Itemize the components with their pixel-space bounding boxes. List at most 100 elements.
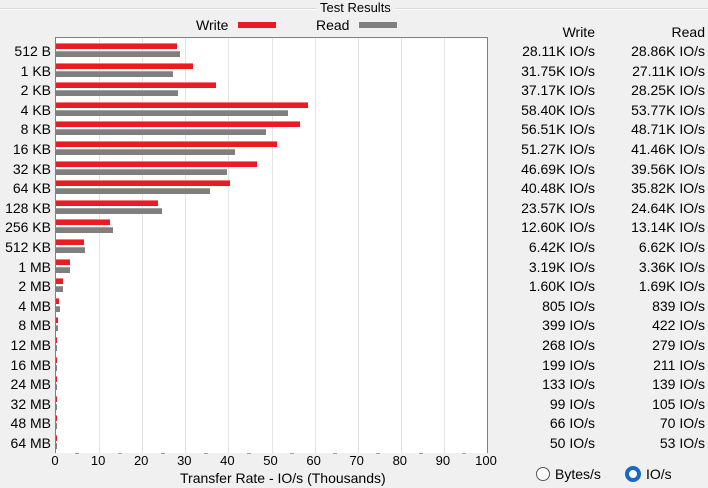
y-axis-label: 24 MB <box>10 376 51 393</box>
grid-line <box>271 38 273 453</box>
write-bar <box>56 43 178 49</box>
read-bar <box>56 384 57 391</box>
write-value: 40.48K IO/s <box>521 180 595 197</box>
y-axis-label: 8 KB <box>20 121 51 138</box>
read-value: 1.69K IO/s <box>638 278 705 295</box>
write-bar <box>56 121 300 128</box>
write-bar <box>56 258 70 265</box>
grid-line <box>185 38 187 453</box>
read-bar <box>56 51 181 57</box>
legend-read: Read <box>316 16 398 34</box>
write-bar <box>56 62 193 69</box>
io-per-sec-label: IO/s <box>646 466 672 482</box>
read-bar <box>56 345 58 351</box>
grid-line <box>400 38 402 453</box>
x-tick-label: 0 <box>51 453 59 468</box>
read-bar <box>56 364 57 371</box>
write-value: 805 IO/s <box>542 297 595 314</box>
y-axis-label: 1 MB <box>18 258 51 275</box>
read-bar <box>56 325 58 332</box>
bytes-per-sec-label: Bytes/s <box>555 466 601 482</box>
read-bar <box>56 70 173 77</box>
write-bar <box>56 239 84 245</box>
y-axis-label: 2 KB <box>20 82 51 99</box>
write-value: 268 IO/s <box>542 337 595 353</box>
legend-write-swatch <box>238 22 277 28</box>
write-value: 12.60K IO/s <box>521 219 595 236</box>
write-value: 46.69K IO/s <box>521 160 595 177</box>
read-bar <box>56 188 211 195</box>
minor-tick <box>117 453 122 454</box>
write-value: 56.51K IO/s <box>521 121 595 138</box>
legend-read-swatch <box>359 22 398 28</box>
write-bar <box>56 317 58 324</box>
write-value: 51.27K IO/s <box>521 141 595 157</box>
bar-chart-plot-area <box>55 37 488 453</box>
y-axis-label: 8 MB <box>18 317 51 334</box>
chart-title: Test Results <box>316 0 395 16</box>
write-bar <box>56 219 111 226</box>
x-tick-label: 90 <box>435 453 451 468</box>
read-value: 39.56K IO/s <box>631 160 705 177</box>
y-axis-label: 1 KB <box>20 62 51 79</box>
read-value: 422 IO/s <box>652 317 705 334</box>
minor-tick <box>376 453 381 454</box>
x-tick-label: 70 <box>349 453 364 468</box>
read-bar <box>56 286 64 293</box>
io-per-sec-radio[interactable]: IO/s <box>625 466 672 482</box>
read-value: 13.14K IO/s <box>631 219 705 236</box>
write-value: 399 IO/s <box>542 317 595 334</box>
y-axis-label: 32 MB <box>10 395 51 412</box>
bytes-per-sec-radio[interactable]: Bytes/s <box>536 466 601 482</box>
y-axis-label: 4 MB <box>18 297 51 314</box>
legend-write-label: Write <box>196 17 229 33</box>
write-bar <box>56 160 258 167</box>
radio-unchecked-icon <box>536 467 550 481</box>
x-tick-label: 10 <box>90 453 106 468</box>
write-bar <box>56 297 60 304</box>
minor-tick <box>333 453 338 454</box>
read-bar <box>56 90 178 97</box>
write-value: 28.11K IO/s <box>522 43 595 59</box>
grid-line <box>314 38 316 453</box>
minor-tick <box>160 453 165 454</box>
read-column-header: Read <box>671 24 705 40</box>
read-bar <box>56 149 235 155</box>
y-axis-label: 4 KB <box>20 101 51 118</box>
radio-checked-icon <box>625 466 641 482</box>
grid-line <box>357 38 359 453</box>
x-tick-label: 20 <box>133 453 149 468</box>
y-axis-label: 512 B <box>14 43 51 59</box>
write-value: 99 IO/s <box>549 395 595 412</box>
minor-tick <box>462 453 467 454</box>
write-value: 133 IO/s <box>542 376 595 393</box>
grid-line <box>443 38 445 453</box>
x-tick-label: 60 <box>306 453 321 468</box>
read-value: 53.77K IO/s <box>631 101 705 118</box>
y-axis-label: 64 KB <box>12 180 51 197</box>
read-value: 35.82K IO/s <box>631 180 705 197</box>
read-bar <box>56 305 60 312</box>
write-value: 50 IO/s <box>549 435 595 451</box>
read-value: 6.62K IO/s <box>638 239 705 255</box>
read-bar <box>56 129 266 136</box>
read-value: 48.71K IO/s <box>631 121 705 138</box>
y-axis-label: 48 MB <box>10 415 51 432</box>
minor-tick <box>290 453 295 454</box>
grid-line <box>142 38 144 453</box>
y-axis-label: 2 MB <box>18 278 51 295</box>
write-bar <box>56 199 158 206</box>
x-tick-label: 50 <box>263 453 278 468</box>
grid-line <box>99 38 101 453</box>
write-value: 3.19K IO/s <box>528 258 595 275</box>
write-value: 31.75K IO/s <box>521 62 595 79</box>
write-bar <box>56 141 277 147</box>
read-bar <box>56 266 71 273</box>
read-bar <box>56 207 163 214</box>
minor-tick <box>203 453 208 454</box>
grid-line <box>228 38 230 453</box>
write-bar <box>56 82 217 89</box>
x-tick-label: 100 <box>475 453 497 468</box>
legend-read-label: Read <box>316 17 350 33</box>
write-bar <box>56 180 231 187</box>
